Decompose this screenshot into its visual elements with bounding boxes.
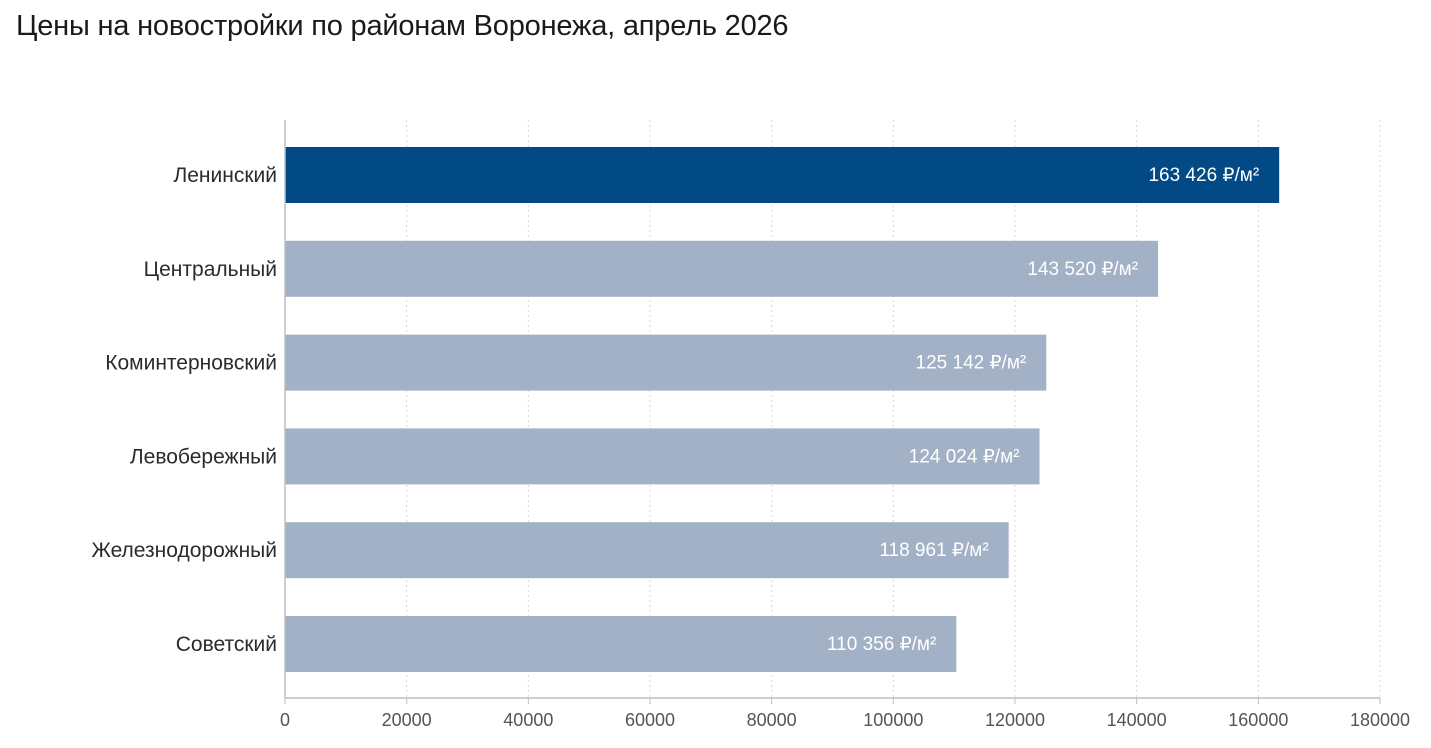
data-label: 143 520 ₽/м² xyxy=(1027,259,1138,280)
data-label: 118 961 ₽/м² xyxy=(879,540,988,561)
category-label: Коминтерновский xyxy=(105,352,277,375)
data-label: 110 356 ₽/м² xyxy=(827,634,936,655)
x-tick-label: 60000 xyxy=(625,710,675,730)
x-tick-label: 140000 xyxy=(1107,710,1167,730)
category-label: Железнодорожный xyxy=(91,539,277,562)
category-label: Левобережный xyxy=(130,445,277,468)
chart-title: Цены на новостройки по районам Воронежа,… xyxy=(16,10,789,42)
category-label: Ленинский xyxy=(173,164,277,187)
data-label: 124 024 ₽/м² xyxy=(909,446,1020,467)
x-tick-label: 120000 xyxy=(985,710,1045,730)
data-label: 125 142 ₽/м² xyxy=(916,353,1027,374)
bar-2 xyxy=(285,334,1047,391)
category-label: Центральный xyxy=(144,258,277,281)
data-label: 163 426 ₽/м² xyxy=(1148,165,1259,186)
x-tick-label: 100000 xyxy=(863,710,923,730)
x-tick-label: 20000 xyxy=(382,710,432,730)
labels: 0 20000 40000 60000 80000 100000 120000 140000 1… xyxy=(91,164,1410,730)
bar-4 xyxy=(285,522,1009,579)
x-tick-label: 160000 xyxy=(1228,710,1288,730)
bar-3 xyxy=(285,428,1040,485)
bars xyxy=(285,147,1280,672)
x-tick-label: 40000 xyxy=(503,710,553,730)
x-tick-label: 0 xyxy=(280,710,290,730)
bar-5 xyxy=(285,616,957,672)
axes xyxy=(284,120,1381,704)
bar-1 xyxy=(285,240,1159,297)
x-tick-label: 180000 xyxy=(1350,710,1410,730)
x-tick-label: 80000 xyxy=(747,710,797,730)
category-label: Советский xyxy=(176,633,277,656)
grid-lines xyxy=(406,120,1381,698)
bar-0 xyxy=(285,147,1280,203)
